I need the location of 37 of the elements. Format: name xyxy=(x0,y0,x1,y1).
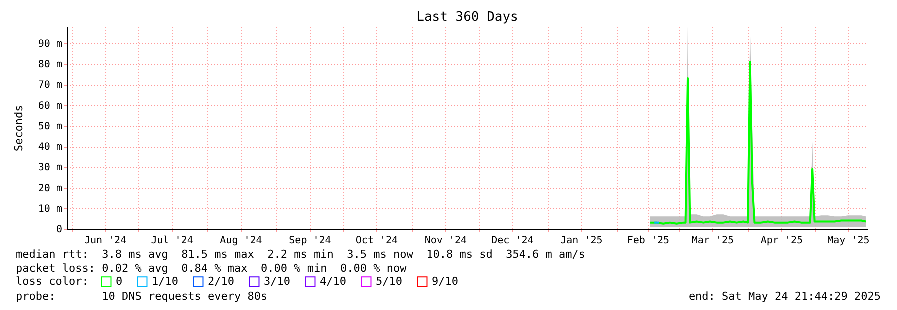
y-tick-label: 90 m xyxy=(38,38,62,50)
x-tick-label: Oct '24 xyxy=(356,236,398,246)
x-tick-label: Jun '24 xyxy=(84,236,127,246)
legend-label: 9/10 xyxy=(432,274,458,288)
x-tick-label: Feb '25 xyxy=(627,236,670,246)
text: packet loss: 0.02 % avg 0.84 % max 0.00 % min 0.00 % now xyxy=(16,262,407,275)
x-tick-label: Dec '24 xyxy=(492,236,534,246)
y-tick-label: 60 m xyxy=(38,100,62,112)
legend-label: 0 xyxy=(116,274,123,288)
y-tick-label: 80 m xyxy=(38,60,62,71)
y-tick-label: 70 m xyxy=(38,80,62,92)
text: probe: 10 DNS requests every 80s xyxy=(16,290,268,303)
y-tick-label: 40 m xyxy=(38,142,62,154)
legend-label: 4/10 xyxy=(320,274,346,288)
legend-label: 5/10 xyxy=(376,274,402,288)
x-tick-label: Jul '24 xyxy=(151,236,194,246)
x-tick-label: Aug '24 xyxy=(220,236,262,246)
chart-title: Last 360 Days xyxy=(416,10,518,25)
legend-title: loss color: xyxy=(16,275,89,288)
y-tick-label: 0 xyxy=(56,224,62,236)
legend-label: 1/10 xyxy=(152,274,178,288)
x-tick-label: Sep '24 xyxy=(289,236,332,246)
legend-label: 3/10 xyxy=(264,274,290,288)
x-tick-label: Apr '25 xyxy=(760,236,804,246)
y-tick-label: 30 m xyxy=(38,162,62,174)
legend-label: 2/10 xyxy=(208,274,234,288)
x-tick-label: Jan '25 xyxy=(560,236,603,246)
x-tick-label: Mar '25 xyxy=(692,236,734,246)
x-tick-label: May '25 xyxy=(828,236,870,246)
text: median rtt: 3.8 ms avg 81.5 ms max 2.2 ms min 3.5 ms now 10.8 ms sd 354.6 m am/s xyxy=(16,248,586,261)
text: end: Sat May 24 21:44:29 2025 xyxy=(688,290,881,303)
y-tick-label: 10 m xyxy=(38,204,62,215)
line-series xyxy=(649,61,867,225)
x-tick-label: Nov '24 xyxy=(424,236,468,246)
y-tick-label: 20 m xyxy=(38,183,62,194)
y-axis-title: Seconds xyxy=(12,105,26,152)
y-tick-label: 50 m xyxy=(38,121,62,132)
